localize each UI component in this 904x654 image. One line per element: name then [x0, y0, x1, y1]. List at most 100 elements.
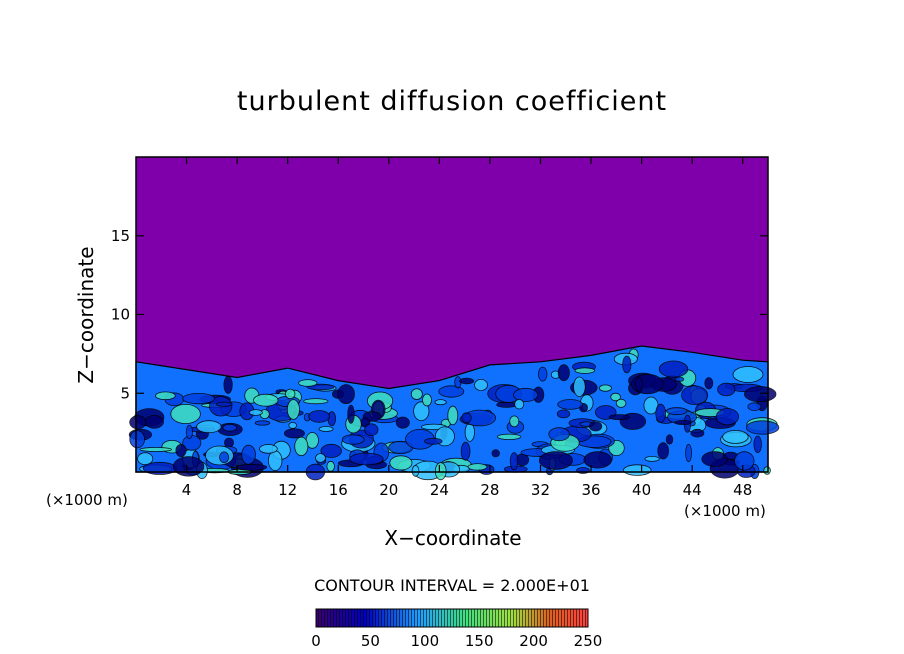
eddy-contour [573, 376, 586, 398]
eddy-contour [349, 452, 384, 466]
eddy-contour [459, 377, 475, 385]
eddy-contour [574, 367, 596, 374]
eddy-contour [608, 414, 630, 421]
eddy-contour [665, 434, 674, 445]
x-tick-label: 16 [329, 481, 348, 499]
x-tick-label: 12 [278, 481, 297, 499]
eddy-contour [318, 426, 334, 432]
eddy-contour [674, 419, 692, 425]
eddy-contour [509, 415, 520, 428]
colorbar-stripes [316, 609, 588, 627]
x-tick-label: 20 [379, 481, 398, 499]
eddy-contour [588, 421, 603, 432]
eddy-contour [155, 391, 176, 401]
colorbar-tick-label: 100 [410, 632, 440, 650]
eddy-contour [259, 444, 278, 454]
eddy-contour [223, 375, 233, 394]
eddy-contour [411, 465, 420, 477]
eddy-contour [745, 420, 780, 435]
eddy-contour [438, 385, 465, 398]
eddy-contour [283, 428, 305, 439]
eddy-contour [395, 416, 410, 429]
x-tick-label: 8 [232, 481, 242, 499]
eddy-contour [235, 463, 268, 471]
x-tick-label: 32 [531, 481, 550, 499]
eddy-contour [747, 402, 762, 412]
colorbar-tick-label: 200 [519, 632, 548, 650]
eddy-contour [253, 393, 279, 407]
eddy-contour [216, 401, 233, 407]
eddy-contour [635, 376, 643, 392]
y-tick-label: 10 [111, 306, 130, 324]
colorbar-tick-label: 250 [573, 632, 603, 650]
eddy-contour [496, 433, 522, 440]
eddy-contour [461, 412, 472, 424]
eddy-contour [175, 443, 187, 457]
eddy-contour [557, 364, 570, 382]
eddy-contour [623, 464, 652, 476]
eddy-contour [657, 442, 669, 460]
eddy-contour [464, 422, 475, 442]
x-axis-label: X−coordinate [384, 526, 522, 550]
eddy-contour [294, 436, 309, 457]
eddy-contour [556, 409, 571, 419]
eddy-contour [434, 399, 447, 406]
eddy-contour [139, 447, 173, 452]
eddy-contour [598, 384, 612, 392]
eddy-contour [467, 463, 488, 471]
eddy-contour [722, 429, 749, 444]
eddy-contour [219, 451, 230, 464]
eddy-contour [364, 423, 379, 437]
eddy-contour [460, 441, 471, 461]
eddy-contour [185, 424, 193, 440]
y-axis-label: Z−coordinate [74, 246, 98, 384]
eddy-contour [548, 427, 570, 442]
eddy-contour [424, 437, 443, 445]
x-unit-label: (×1000 m) [684, 502, 766, 520]
eddy-contour [286, 399, 300, 420]
eddy-contour [701, 451, 728, 467]
colorbar-tick-label: 50 [360, 632, 380, 650]
x-tick-label: 4 [182, 481, 192, 499]
eddy-contour [254, 420, 271, 426]
eddy-contour [337, 384, 355, 405]
eddy-contour [298, 379, 318, 387]
eddy-contour [690, 428, 705, 438]
eddy-contour [129, 430, 146, 449]
eddy-contour [732, 366, 764, 383]
eddy-contour [144, 414, 164, 429]
eddy-contour [129, 415, 147, 430]
eddy-contour [182, 392, 215, 405]
eddy-contour [434, 462, 447, 481]
eddy-contour [734, 451, 755, 471]
y-tick-label: 15 [111, 227, 130, 245]
eddy-contour [715, 408, 740, 426]
colorbar-tick-label: 0 [311, 632, 321, 650]
eddy-contour [422, 393, 432, 407]
colorbar-frame [315, 608, 589, 628]
eddy-contour [172, 456, 205, 477]
x-tick-label: 28 [480, 481, 499, 499]
eddy-contour [658, 360, 689, 378]
eddy-contour [389, 455, 413, 471]
colorbar-tick-label: 150 [464, 632, 494, 650]
eddy-contour [474, 378, 488, 391]
eddy-contour [347, 404, 355, 424]
eddy-contour [763, 466, 771, 475]
eddy-contour [341, 434, 365, 445]
eddy-contour [509, 452, 519, 471]
eddy-contour [315, 453, 326, 463]
eddy-contour [717, 382, 736, 397]
eddy-contour [704, 377, 714, 390]
eddy-contour [513, 387, 539, 402]
eddy-contour [644, 455, 660, 462]
eddy-contour [674, 376, 685, 382]
y-tick-label: 5 [120, 384, 130, 402]
eddy-contour [655, 403, 666, 423]
eddy-contour [744, 386, 777, 403]
eddy-contour [610, 392, 621, 402]
eddy-contour [137, 452, 154, 466]
eddy-contour [615, 398, 627, 408]
eddy-contour [447, 405, 459, 426]
